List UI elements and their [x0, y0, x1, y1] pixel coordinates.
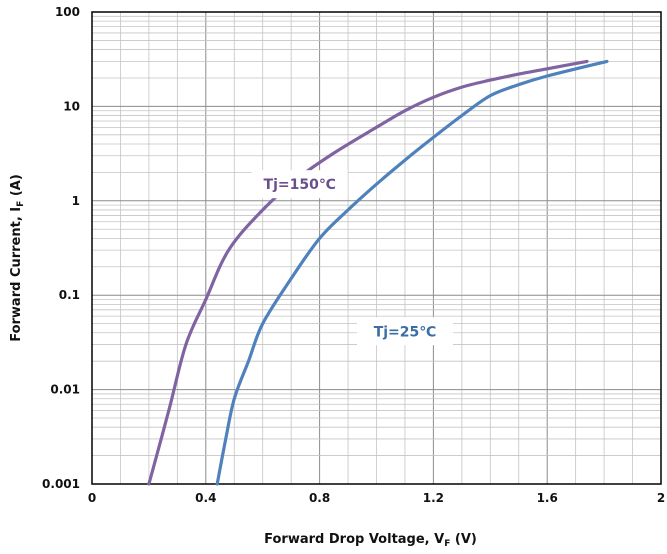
y-axis-title: Forward Current, IF (A) [9, 174, 26, 342]
y-tick-label: 0.001 [42, 477, 80, 491]
y-tick-label: 0.1 [59, 288, 80, 302]
y-tick-label: 10 [63, 99, 80, 113]
x-tick-label: 1.2 [423, 491, 444, 505]
x-tick-label: 0 [88, 491, 96, 505]
x-axis-title-sub: F [444, 539, 450, 549]
y-tick-label: 1 [72, 194, 80, 208]
y-tick-label: 100 [55, 5, 80, 19]
x-axis-title-main: Forward Drop Voltage, V [264, 532, 444, 547]
grid [92, 12, 661, 484]
y-axis-title-main: Forward Current, I [9, 207, 24, 342]
x-tick-label: 0.4 [195, 491, 216, 505]
x-tick-label: 1.6 [537, 491, 558, 505]
x-axis-title: Forward Drop Voltage, VF (V) [264, 532, 477, 549]
y-tick-labels: 0.001 0.01 0.1 1 10 100 [42, 5, 80, 491]
series-tj25-line [215, 59, 609, 486]
x-tick-label: 0.8 [309, 491, 330, 505]
y-tick-label: 0.01 [50, 383, 80, 397]
series-label-tj150-bg [251, 170, 348, 199]
y-axis-title-tail: (A) [9, 174, 24, 200]
series-label-tj25: Tj=25℃ [356, 317, 453, 346]
x-axis-title-tail: (V) [450, 532, 476, 547]
plot-frame [91, 11, 662, 485]
series-tj150-line [147, 59, 589, 486]
x-tick-labels: 0 0.4 0.8 1.2 1.6 2 [88, 491, 665, 505]
series-label-tj25-bg [356, 317, 453, 346]
y-axis-title-sub: F [16, 201, 26, 207]
series-label-tj150-text: Tj=150℃ [264, 177, 336, 193]
series-label-tj25-text: Tj=25℃ [374, 324, 437, 340]
series-label-tj150: Tj=150℃ [251, 170, 348, 199]
x-tick-label: 2 [657, 491, 665, 505]
series-layer [147, 59, 609, 486]
